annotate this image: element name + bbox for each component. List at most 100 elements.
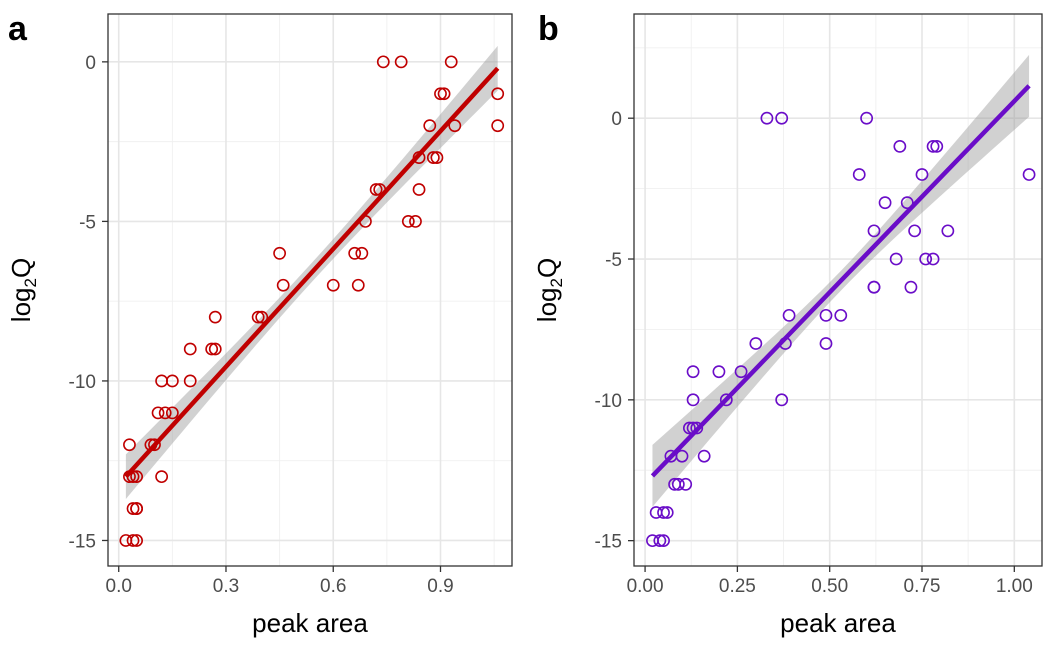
data-point [900, 196, 914, 210]
data-point [775, 111, 789, 125]
data-point [205, 342, 219, 356]
data-point [430, 151, 444, 164]
panel-a-y-axis-title-main: log [6, 288, 36, 323]
data-point [675, 449, 689, 463]
data-point [130, 470, 144, 484]
data-point [409, 214, 422, 228]
data-point [926, 252, 940, 266]
panel-a-ticks: 0.0 0.3 0.6 0.9 0 -5 -10 -15 [69, 53, 454, 597]
panel-a-y-axis-title-sub: 2 [21, 278, 40, 287]
data-point [760, 111, 774, 125]
data-point [348, 246, 362, 260]
panel-b-y-axis-title-sub: 2 [547, 278, 566, 287]
data-point [412, 183, 426, 196]
data-point [878, 196, 892, 210]
data-point [686, 393, 700, 407]
data-point [819, 308, 833, 322]
x-tick-label: 0.0 [106, 576, 132, 597]
data-point [130, 502, 144, 515]
data-point [448, 119, 462, 133]
data-point [130, 534, 144, 547]
data-point [1022, 168, 1036, 181]
data-point [679, 477, 693, 491]
data-point [434, 87, 447, 101]
data-point [919, 252, 933, 266]
data-point [775, 393, 789, 407]
data-point [376, 55, 390, 69]
panel-b-points [646, 111, 1036, 548]
data-point [255, 310, 269, 324]
data-point [437, 87, 451, 101]
y-tick-label: -15 [595, 532, 622, 553]
data-point [123, 438, 136, 452]
data-point [904, 280, 918, 294]
data-point [426, 151, 440, 164]
data-point [867, 224, 881, 238]
panel-b-y-axis-title-main: log [532, 288, 562, 323]
data-point [657, 506, 670, 519]
data-point [273, 246, 287, 260]
y-tick-label: -10 [595, 391, 622, 412]
data-point [852, 168, 866, 181]
y-tick-label: 0 [611, 109, 622, 130]
data-point [394, 55, 408, 69]
data-point [126, 502, 140, 515]
panel-b-y-axis-title-tail: Q [532, 258, 562, 278]
panel-b-y-axis-title: log2Q [532, 258, 566, 322]
panel-a-points [119, 55, 505, 547]
data-point [151, 406, 165, 420]
y-tick-label: -5 [79, 212, 96, 233]
panel-a-y-axis-title-tail: Q [6, 258, 36, 278]
data-point [401, 214, 415, 228]
x-tick-label: 0.25 [719, 576, 756, 597]
x-tick-label: 0.9 [427, 576, 453, 597]
panel-a: a 0.0 0.3 0.6 0.9 0 -5 -10 -15 peak area log2Q [6, 10, 513, 638]
panel-b-frame [633, 13, 1043, 567]
data-point [690, 421, 704, 435]
panel-a-grid [108, 14, 512, 566]
data-point [734, 365, 748, 379]
data-point [915, 168, 929, 181]
y-tick-label: -10 [69, 372, 96, 393]
data-point [208, 342, 222, 356]
panel-a-y-axis-title: log2Q [6, 258, 40, 322]
x-tick-label: 0.3 [213, 576, 239, 597]
data-point [930, 139, 944, 153]
data-point [165, 374, 179, 388]
data-point [819, 337, 833, 350]
data-point [158, 406, 172, 420]
data-point [719, 393, 733, 407]
data-point [165, 406, 179, 420]
y-tick-label: 0 [85, 53, 96, 74]
data-point [889, 252, 903, 266]
data-point [653, 534, 667, 548]
x-tick-label: 0.6 [320, 576, 346, 597]
data-point [782, 308, 796, 322]
x-tick-label: 1.00 [996, 576, 1033, 597]
data-point [491, 119, 505, 133]
x-tick-label: 0.50 [811, 576, 848, 597]
data-point [423, 119, 437, 133]
data-point [326, 278, 340, 292]
data-point [155, 470, 169, 484]
data-point [148, 438, 161, 452]
data-point [369, 183, 383, 196]
data-point [893, 139, 907, 153]
panel-b-ticks: 0.00 0.25 0.50 0.75 1.00 0 -5 -10 -15 [595, 109, 1033, 597]
panel-b: b 0.00 0.25 0.50 0.75 1.00 0 -5 -10 -15 peak are… [532, 10, 1043, 638]
panel-b-x-axis-title: peak area [780, 608, 896, 638]
y-tick-label: -5 [605, 250, 622, 271]
data-point [491, 87, 505, 101]
data-point [860, 111, 874, 125]
data-point [908, 224, 922, 238]
data-point [444, 55, 458, 69]
data-point [208, 310, 222, 324]
data-point [183, 374, 197, 388]
data-point [251, 310, 265, 324]
data-point [712, 365, 726, 379]
data-point [749, 337, 763, 350]
panel-a-label: a [8, 10, 28, 48]
data-point [926, 139, 940, 153]
panel-a-frame [107, 13, 513, 567]
